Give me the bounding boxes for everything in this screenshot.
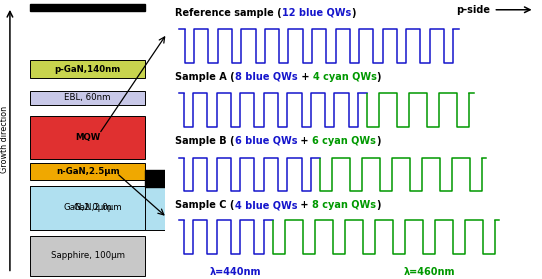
Text: 6 cyan QWs: 6 cyan QWs [312, 136, 376, 146]
Bar [30, 4, 145, 11]
Bar [30, 186, 145, 230]
Text: Sapphire, 100μm: Sapphire, 100μm [50, 251, 125, 261]
Text: λ=460nm: λ=460nm [404, 267, 456, 277]
Text: GaN,2.0μm: GaN,2.0μm [63, 203, 112, 212]
Text: Sample C (: Sample C ( [176, 200, 235, 210]
Text: ): ) [377, 72, 381, 82]
Text: 4 cyan QWs: 4 cyan QWs [313, 72, 377, 82]
Text: 4 blue QWs: 4 blue QWs [235, 200, 298, 210]
Text: GaN,2.0μm: GaN,2.0μm [73, 203, 122, 212]
Bar [30, 186, 165, 230]
Text: ): ) [351, 8, 356, 18]
Text: 6 blue QWs: 6 blue QWs [235, 136, 298, 146]
Text: 12 blue QWs: 12 blue QWs [282, 8, 351, 18]
Text: MQW: MQW [75, 133, 100, 142]
Text: ): ) [376, 200, 380, 210]
Bar [30, 163, 145, 180]
Text: p-side: p-side [456, 5, 489, 15]
Bar [30, 236, 145, 276]
Text: Growth direction: Growth direction [0, 106, 9, 173]
Text: ): ) [376, 136, 380, 146]
Text: 8 cyan QWs: 8 cyan QWs [312, 200, 376, 210]
Text: +: + [298, 136, 312, 146]
Text: +: + [298, 200, 312, 210]
Text: EBL, 60nm: EBL, 60nm [64, 93, 111, 102]
Text: Sample B (: Sample B ( [176, 136, 235, 146]
Text: Sample A (: Sample A ( [176, 72, 235, 82]
Bar [30, 91, 145, 105]
Text: Reference sample (: Reference sample ( [176, 8, 282, 18]
Text: p-GaN,140nm: p-GaN,140nm [55, 64, 121, 74]
Text: 8 blue QWs: 8 blue QWs [235, 72, 298, 82]
Bar [30, 116, 145, 159]
Text: n-GaN,2.5μm: n-GaN,2.5μm [56, 167, 119, 176]
Bar [145, 170, 165, 187]
Text: +: + [298, 72, 313, 82]
Bar [30, 60, 145, 78]
Text: λ=440nm: λ=440nm [210, 267, 261, 277]
